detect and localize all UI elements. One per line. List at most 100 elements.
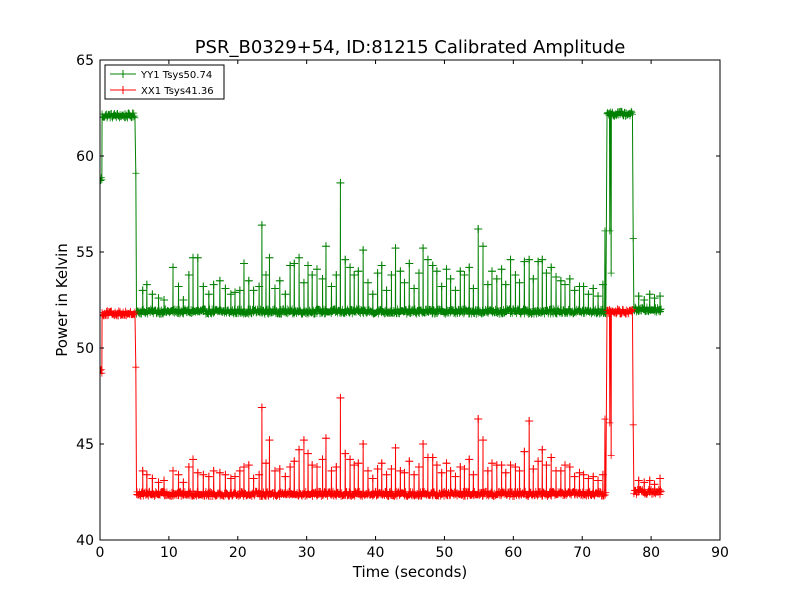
spike-point	[270, 466, 279, 475]
spike-point	[160, 476, 169, 485]
spike-point	[575, 468, 584, 477]
spike-point	[209, 466, 218, 475]
spike-point	[354, 459, 363, 468]
spike-point	[299, 278, 308, 287]
spike-point	[332, 463, 341, 472]
spike-point	[391, 244, 400, 253]
spike-point	[387, 464, 396, 473]
x-tick-label: 10	[160, 545, 178, 561]
spike-point	[487, 459, 496, 468]
spike-point	[169, 263, 178, 272]
spike-point	[538, 255, 547, 264]
spike-point	[442, 265, 451, 274]
spike-point	[598, 470, 607, 479]
spike-point	[318, 455, 327, 464]
legend: YY1 Tsys50.74 XX1 Tsys41.36	[104, 64, 225, 100]
spike-point	[432, 267, 441, 276]
x-tick-label: 90	[711, 545, 729, 561]
spike-point	[451, 472, 460, 481]
spike-point	[286, 261, 295, 270]
spike-point	[184, 271, 193, 280]
spike-point	[446, 274, 455, 283]
spike-point	[428, 453, 437, 462]
spike-point	[308, 271, 317, 280]
spike-point	[169, 466, 178, 475]
spike-point	[142, 470, 151, 479]
spike-point	[231, 288, 240, 297]
spike-point	[479, 436, 488, 445]
y-axis: 40 45 50 55 60 65	[76, 53, 720, 549]
spike-point	[193, 253, 202, 262]
legend-marker-yy1	[119, 70, 127, 78]
spike-point	[529, 464, 538, 473]
spike-point	[160, 296, 169, 304]
spike-point	[257, 221, 266, 230]
spike-point	[346, 455, 355, 464]
spike-point	[396, 267, 405, 276]
spike-point	[226, 474, 235, 483]
spike-point	[547, 453, 556, 462]
x-tick-label: 70	[573, 545, 591, 561]
x-tick-label: 30	[298, 545, 316, 561]
spike-point	[239, 259, 248, 268]
spike-point	[193, 468, 202, 477]
spike-point	[295, 253, 304, 262]
spike-point	[437, 468, 446, 477]
spike-point	[561, 461, 569, 470]
spike-point	[579, 282, 588, 291]
spike-point	[215, 276, 224, 285]
spike-point	[465, 455, 474, 464]
spike-point	[262, 459, 271, 468]
spike-point	[262, 271, 271, 280]
spike-point	[249, 286, 258, 295]
spike-point	[350, 461, 359, 470]
plot-frame	[99, 59, 721, 541]
spike-point	[525, 416, 534, 425]
spike-point	[377, 261, 386, 270]
spike-point	[437, 282, 446, 291]
spike-point	[290, 259, 299, 268]
spike-point	[235, 286, 244, 295]
spike-point	[656, 292, 665, 301]
spike-point	[432, 461, 441, 470]
x-tick-label: 40	[367, 545, 385, 561]
spike-point	[226, 290, 235, 299]
spike-point	[410, 284, 419, 293]
chart-title: PSR_B0329+54, ID:81215 Calibrated Amplit…	[195, 37, 626, 58]
spike-point	[341, 255, 350, 264]
spike-point	[304, 261, 313, 270]
spike-point	[598, 280, 607, 289]
spike-point	[451, 286, 460, 295]
spike-point	[382, 286, 391, 295]
spike-point	[497, 461, 506, 470]
spike-point	[487, 267, 496, 276]
spike-point	[634, 292, 643, 301]
spike-point	[501, 280, 510, 289]
spike-point	[244, 461, 253, 470]
spike-point	[556, 466, 565, 475]
spike-point	[594, 476, 603, 485]
spike-point	[231, 472, 240, 481]
spike-point	[281, 290, 290, 299]
x-tick-label: 80	[642, 545, 660, 561]
spike-point	[542, 269, 551, 278]
spike-point	[515, 278, 524, 287]
series-yy1	[100, 107, 665, 318]
spike-point	[650, 294, 659, 303]
spike-point	[483, 280, 492, 289]
spike-point	[570, 472, 579, 481]
spike-point	[295, 445, 304, 454]
spike-point	[235, 466, 244, 475]
spike-point	[336, 393, 345, 402]
spike-point	[174, 282, 183, 291]
series-layer	[100, 107, 665, 501]
spike-point	[534, 457, 543, 466]
spike-point	[221, 470, 230, 479]
x-tick-label: 50	[436, 545, 454, 561]
spike-point	[148, 474, 157, 483]
legend-label-xx1: XX1 Tsys41.36	[141, 86, 214, 97]
spike-point	[474, 224, 483, 233]
spike-point	[265, 436, 274, 445]
spike-point	[419, 440, 428, 448]
spike-point	[336, 178, 345, 187]
